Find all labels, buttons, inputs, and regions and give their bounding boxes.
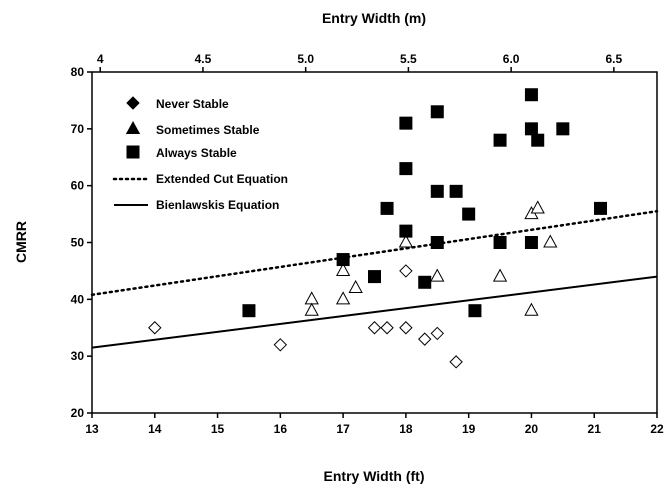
always-stable-point (336, 253, 350, 267)
x2-axis-title: Entry Width (m) (322, 10, 426, 26)
x-tick-label: 14 (148, 422, 162, 436)
sometimes-stable-point (492, 268, 508, 282)
x-tick-label: 19 (462, 422, 476, 436)
always-stable-point (430, 184, 444, 198)
always-stable-point (524, 236, 538, 249)
x-tick-label: 16 (274, 422, 288, 436)
y-tick-label: 50 (71, 236, 85, 250)
x2-tick-label: 6.0 (503, 52, 520, 66)
sometimes-stable-point (348, 279, 363, 294)
always-stable-point (493, 236, 507, 249)
x-tick-label: 21 (588, 422, 602, 436)
always-stable-point (468, 304, 482, 318)
legend-label: Sometimes Stable (156, 123, 260, 137)
legend-diamond-swatch (126, 96, 140, 110)
extended-cut-equation-line (90, 209, 659, 297)
sometimes-stable-point (524, 302, 539, 316)
never-stable-point (449, 355, 463, 369)
x-axis-title: Entry Width (ft) (324, 468, 425, 484)
sometimes-stable-point (335, 262, 351, 276)
always-stable-point (449, 184, 463, 198)
always-stable-point (594, 201, 607, 215)
x-tick-label: 18 (399, 422, 413, 436)
x2-tick-label: 6.5 (606, 52, 623, 66)
never-stable-point (399, 264, 413, 278)
never-stable-point (399, 321, 413, 335)
x2-tick-label: 5.5 (400, 52, 417, 66)
always-stable-point (430, 105, 444, 119)
never-stable-point (418, 332, 432, 346)
always-stable-point (556, 122, 570, 136)
never-stable-point (273, 338, 288, 352)
always-stable-point (531, 133, 545, 147)
never-stable-point (148, 321, 162, 335)
sometimes-stable-point (430, 268, 445, 282)
y-tick-label: 20 (71, 406, 85, 420)
x-tick-label: 17 (336, 422, 350, 436)
never-stable-point (430, 326, 444, 341)
always-stable-point (418, 275, 432, 289)
legend-label: Always Stable (156, 146, 237, 160)
y-tick-label: 30 (71, 349, 85, 363)
y-axis-title: CMRR (13, 221, 29, 263)
x-tick-label: 22 (650, 422, 664, 436)
x-tick-label: 15 (211, 422, 225, 436)
always-stable-point (399, 224, 413, 238)
sometimes-stable-point (304, 302, 319, 316)
equation-lines (90, 209, 659, 349)
x-tick-label: 20 (525, 422, 539, 436)
never-stable-point (380, 321, 394, 335)
sometimes-stable-point (304, 291, 319, 305)
legend-label: Never Stable (156, 97, 229, 111)
x2-tick-label: 4.5 (195, 52, 212, 66)
x2-tick-label: 5.0 (297, 52, 314, 66)
bienlawskis-equation-line (91, 275, 658, 349)
always-stable-point (493, 133, 507, 147)
always-stable-point (430, 236, 444, 249)
y-tick-label: 60 (71, 179, 85, 193)
sometimes-stable-point (398, 234, 414, 248)
legend-label: Extended Cut Equation (156, 172, 288, 186)
never-stable-point (367, 321, 382, 335)
y-tick-label: 40 (71, 292, 85, 306)
tick-marks (87, 67, 658, 418)
legend-square-swatch (126, 145, 140, 159)
tick-labels: 13 14 15 16 17 18 19 20 21 22 20 30 40 50 60 70 80 4 4.5 5.… (71, 52, 664, 436)
always-stable-point (380, 201, 394, 215)
always-stable-point (524, 88, 538, 102)
always-stable-point (399, 162, 413, 176)
legend: Never Stable Sometimes Stable Always Stabl… (112, 96, 288, 212)
y-tick-label: 80 (71, 65, 85, 79)
sometimes-stable-point (335, 291, 351, 305)
x2-tick-label: 4 (97, 52, 104, 66)
always-stable-point (242, 304, 256, 318)
always-stable-point (368, 270, 381, 284)
x-tick-label: 13 (85, 422, 99, 436)
always-stable-point (462, 207, 476, 221)
legend-triangle-swatch (125, 120, 141, 135)
data-points (148, 88, 607, 369)
legend-label: Bienlawskis Equation (156, 198, 279, 212)
y-tick-label: 70 (71, 122, 85, 136)
sometimes-stable-point (530, 200, 545, 214)
sometimes-stable-point (543, 234, 558, 248)
always-stable-point (399, 116, 413, 130)
always-stable-point (524, 122, 538, 136)
